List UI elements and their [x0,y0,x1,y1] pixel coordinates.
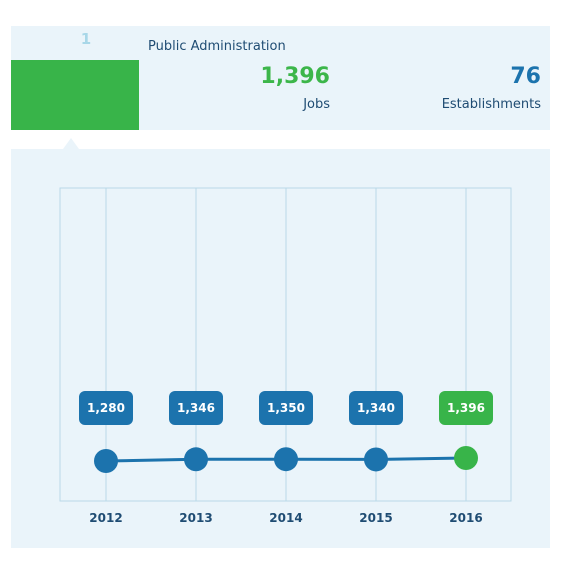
data-label-2016: 1,396 [447,401,485,415]
data-point-2012 [94,449,118,473]
data-label-2012: 1,280 [87,401,125,415]
x-tick-2014: 2014 [269,511,302,525]
sector-name: Public Administration [148,39,286,54]
jobs-label: Jobs [303,97,330,112]
value-badge-2013 [169,391,223,425]
value-badge-2015 [349,391,403,425]
establishments-value: 76 [510,64,541,89]
data-point-2014 [274,447,298,472]
data-label-2013: 1,346 [177,401,215,415]
jobs-value: 1,396 [260,64,330,89]
panel-pointer [63,138,79,149]
data-point-2016 [454,446,478,470]
x-tick-2013: 2013 [179,511,212,525]
value-badge-2016 [439,391,493,425]
data-label-2014: 1,350 [267,401,305,415]
data-point-2013 [184,447,208,472]
jobs-trend-chart: 1,280 2012 1,346 2013 1,350 2014 1,340 2015 1,39… [59,187,512,525]
value-badge-2014 [259,391,313,425]
x-tick-2016: 2016 [449,511,482,525]
data-label-2015: 1,340 [357,401,395,415]
sector-color-block [11,60,139,130]
value-badge-2012 [79,391,133,425]
rank-number: 1 [80,30,92,48]
x-tick-2015: 2015 [359,511,392,525]
establishments-label: Establishments [441,97,541,112]
data-point-2015 [364,447,388,472]
x-tick-2012: 2012 [89,511,122,525]
chart-panel: 1,280 2012 1,346 2013 1,350 2014 1,340 2015 1,39… [11,149,550,548]
sector-summary-panel: 1 Public Administration 1,396 Jobs 76 Es… [11,26,550,130]
